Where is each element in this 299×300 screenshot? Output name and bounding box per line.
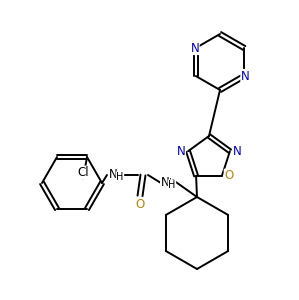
Text: N: N — [161, 176, 169, 188]
Text: H: H — [116, 172, 124, 182]
Text: H: H — [164, 178, 172, 188]
Text: N: N — [190, 41, 199, 55]
Text: N: N — [241, 70, 250, 83]
Text: Cl: Cl — [77, 166, 89, 179]
Text: O: O — [135, 197, 145, 211]
Text: N: N — [109, 167, 118, 181]
Text: H: H — [168, 180, 176, 190]
Text: N: N — [177, 145, 185, 158]
Text: O: O — [224, 169, 234, 182]
Text: N: N — [233, 145, 241, 158]
